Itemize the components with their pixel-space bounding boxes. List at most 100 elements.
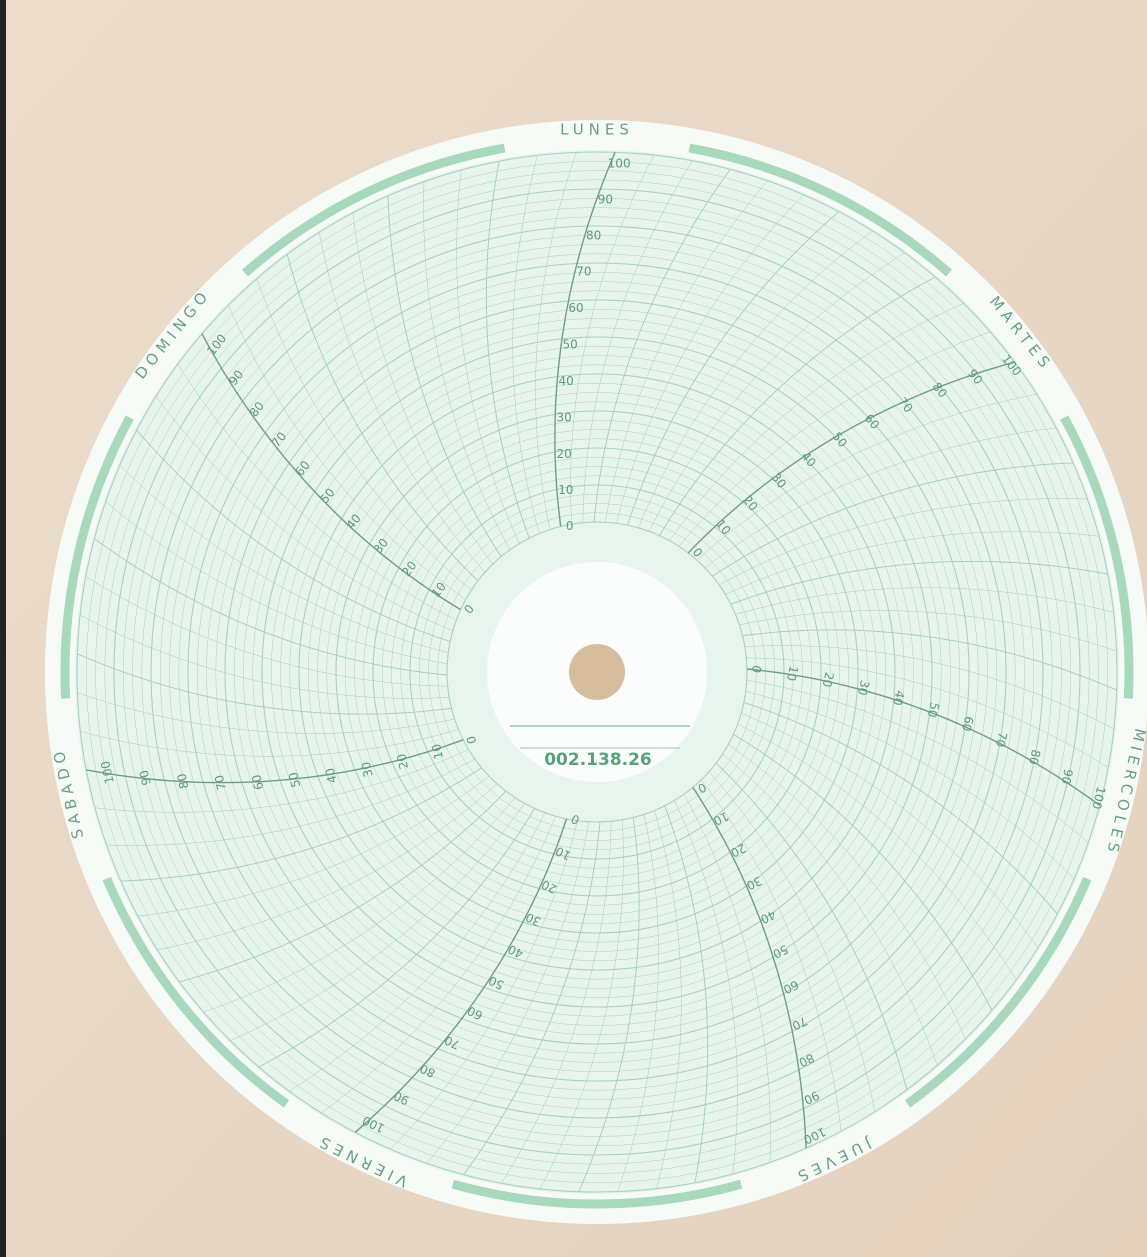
scale-label: 60 [959,715,976,733]
grid-arc [659,276,936,536]
scale-label: 10 [784,664,801,682]
grid-arc [745,691,1075,879]
scale-label: 70 [576,265,591,279]
rim-band [102,876,290,1108]
scale-label: 50 [771,942,791,961]
grid-arc [95,749,469,813]
grid-arc [463,821,601,1175]
grid-arc [539,819,624,1190]
grid-arc [230,803,525,1041]
scale-label: 60 [465,1003,485,1022]
grid-arc [683,794,771,1163]
grid-arc [712,462,1074,577]
grid-arc [80,729,459,757]
grid-ring [437,512,757,832]
scale-label: 80 [1026,748,1043,766]
scale-label: 20 [819,671,836,689]
grid-arc [485,161,530,539]
grid-arc [741,713,1039,948]
grid-arc [678,331,991,547]
grid-arc [708,771,876,1112]
grid-arc [456,170,520,544]
scale-label: 100 [608,157,631,171]
scale-label: 20 [556,447,571,461]
grid-ring [197,272,997,1072]
grid-ring [243,318,951,1026]
scale-label: 70 [212,774,229,792]
grid-ring [76,151,1118,1193]
grid-ring [446,521,748,823]
grid-arc [119,465,449,653]
scale-label: 30 [557,411,572,425]
scale-label: 40 [559,374,574,388]
grid-arc [228,305,466,600]
scale-label: 60 [781,977,801,996]
scale-label: 10 [558,483,573,497]
grid-arc [136,429,451,642]
grid-ring [160,235,1034,1109]
scale-label: 40 [890,689,907,707]
grid-arc [617,814,659,1192]
grid-arc [739,610,1117,652]
grid-arc [286,254,479,582]
grid-ring [261,336,933,1008]
grid-arc [744,645,1115,730]
scale-label: 10 [553,844,573,863]
grid-ring [187,262,1007,1082]
grid-arc [742,629,1117,691]
center-hole [569,644,625,700]
grid-arc [627,211,840,526]
grid-arc [77,653,452,715]
scale-label: 50 [286,771,303,789]
grid-ring [326,401,868,943]
scale-label: 50 [486,973,506,992]
grid-ring [86,161,1108,1183]
scale-label: 90 [391,1089,411,1108]
grid-ring [345,420,849,924]
rim-band [242,143,506,277]
scale-label: 0 [566,519,574,533]
grid-arc [85,576,448,687]
grid-ring [363,438,831,906]
grid-arc [105,501,448,665]
scale-label: 70 [993,731,1010,749]
grid-ring [234,309,960,1035]
scale-label: 100 [98,760,117,785]
grid-arc [719,498,1088,586]
grid-ring [141,216,1053,1128]
grid-ring [132,207,1062,1137]
rim-band [1060,415,1134,699]
grid-arc [94,538,448,676]
grid-arc [692,787,807,1149]
scale-label: 50 [925,701,942,719]
grid-arc [177,364,457,621]
grid-arc [120,767,482,882]
grid-ring [150,225,1044,1119]
rim-band [451,1179,743,1209]
scale-label: 10 [711,809,731,828]
scale-label: 20 [728,841,748,860]
scale-label: 80 [797,1051,817,1070]
scale-label: 80 [174,772,191,790]
grid-arc [390,820,578,1150]
grid-ring [215,290,979,1054]
scale-label: 60 [568,301,583,315]
grid-arc [179,790,507,983]
rim-band [688,143,952,277]
grid-arc [570,154,655,525]
grid-ring [308,383,886,961]
grid-ring [271,346,923,998]
grid-arc [289,812,546,1092]
grid-ring [280,355,914,989]
day-label: LUNES [560,121,634,139]
grid-ring [372,447,822,897]
scale-label: 70 [790,1014,810,1033]
grid-arc [426,821,590,1164]
grid-ring [335,410,859,934]
grid-arc [737,723,1017,980]
grid-arc [321,816,556,1114]
grid-arc [733,734,993,1011]
grid-arc [201,333,461,611]
grid-ring [382,457,812,887]
grid-ring [224,299,970,1045]
